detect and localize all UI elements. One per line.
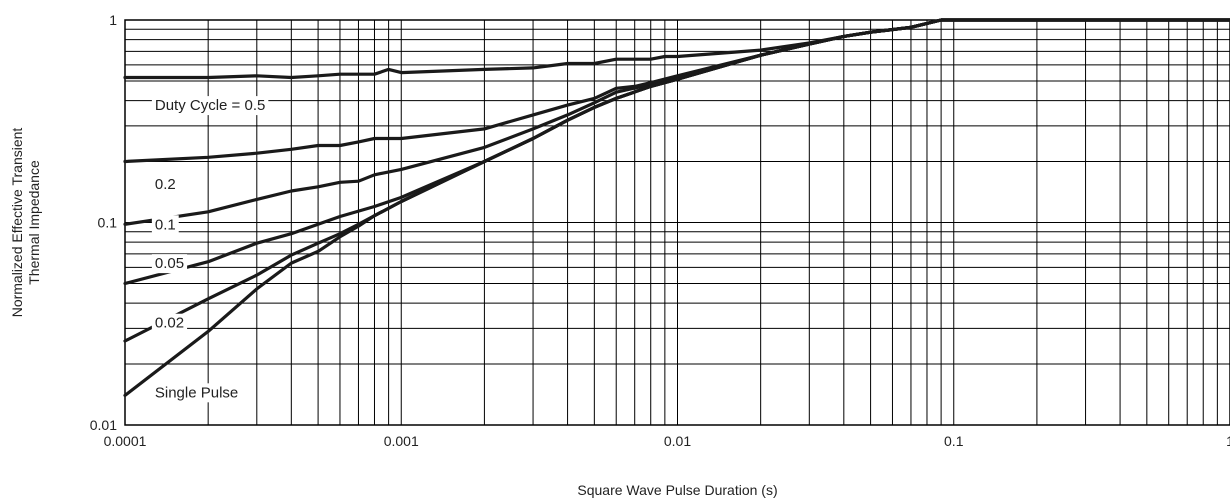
- y-axis-title-line: Normalized Effective Transient: [9, 128, 25, 318]
- y-tick-labels: 1 0.1 0.01: [90, 12, 117, 433]
- x-tick-label: 0.0001: [104, 433, 147, 449]
- plot-frame: [124, 19, 1230, 426]
- curve-label-background: [151, 313, 188, 333]
- curve-label-text: 0.2: [155, 176, 176, 193]
- y-tick-label: 0.1: [98, 215, 118, 231]
- curve-label: 0.1: [151, 215, 179, 235]
- curve-label: Duty Cycle = 0.5: [151, 96, 269, 116]
- curve-label: 0.02: [151, 313, 188, 333]
- curve-label-background: [151, 254, 188, 274]
- y-tick-label: 1: [109, 12, 117, 28]
- curve-label-text: Single Pulse: [155, 384, 238, 401]
- x-axis-title: Square Wave Pulse Duration (s): [577, 482, 777, 498]
- series-curves: [123, 18, 1230, 397]
- curve-label: Single Pulse: [151, 383, 242, 403]
- curve-label: 0.2: [151, 174, 179, 194]
- y-axis-title: Normalized Effective Transient Thermal Im…: [9, 128, 42, 318]
- curve-label-background: [151, 383, 242, 403]
- x-tick-label: 0.1: [944, 433, 964, 449]
- curve-label: 0.05: [151, 254, 188, 274]
- curve-label-text: 0.02: [155, 315, 184, 332]
- curve-label-background: [151, 96, 269, 116]
- x-tick-labels: 0.0001 0.001 0.01 0.1 1: [104, 433, 1230, 449]
- curve-label-background: [151, 174, 179, 194]
- y-axis-title-line: Thermal Impedance: [26, 160, 42, 285]
- x-tick-label: 0.001: [384, 433, 419, 449]
- curve-label-text: Duty Cycle = 0.5: [155, 97, 265, 114]
- grid-lines: [124, 20, 1230, 426]
- series-line: [123, 18, 1230, 397]
- y-tick-label: 0.01: [90, 417, 117, 433]
- x-tick-label: 1: [1226, 433, 1230, 449]
- curve-labels: Duty Cycle = 0.5 0.2 0.1 0.05 0.02 Single Pul…: [151, 96, 269, 403]
- curve-label-text: 0.05: [155, 255, 184, 272]
- curve-label-text: 0.1: [155, 216, 176, 233]
- x-tick-label: 0.01: [664, 433, 691, 449]
- curve-label-background: [151, 215, 179, 235]
